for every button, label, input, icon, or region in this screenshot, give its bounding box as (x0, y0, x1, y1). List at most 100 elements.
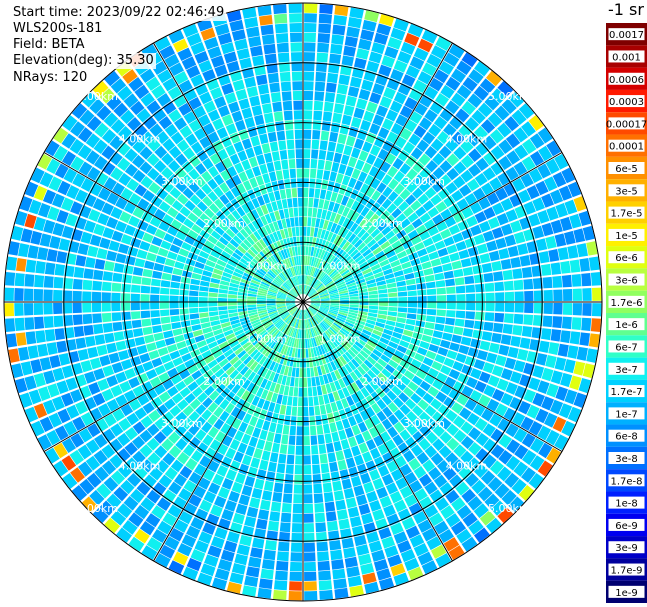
range-gate-cell (323, 101, 334, 112)
range-gate-cell (303, 236, 307, 246)
range-gate-cell (199, 455, 212, 468)
range-gate-cell (393, 572, 409, 586)
range-gate-cell (317, 248, 323, 259)
range-gate-cell (483, 438, 497, 453)
range-gate-cell (313, 100, 324, 111)
range-gate-cell (222, 376, 233, 387)
range-gate-cell (305, 286, 310, 295)
range-gate-cell (320, 303, 330, 307)
range-gate-cell (367, 224, 377, 235)
range-gate-cell (365, 153, 377, 165)
range-gate-cell (509, 193, 523, 208)
range-gate-cell (360, 472, 371, 485)
range-gate-cell (310, 294, 319, 299)
range-gate-cell (369, 123, 381, 135)
range-gate-cell (328, 63, 340, 74)
range-gate-cell (177, 399, 189, 411)
range-gate-cell (303, 435, 310, 446)
range-gate-cell (303, 246, 306, 256)
range-gate-cell (483, 272, 494, 283)
range-gate-cell (513, 279, 524, 291)
range-gate-cell (368, 51, 383, 64)
range-gate-cell (141, 211, 153, 223)
range-gate-cell (226, 60, 240, 73)
range-gate-cell (236, 206, 246, 217)
range-gate-cell (398, 201, 410, 212)
range-gate-cell (145, 513, 161, 528)
range-gate-cell (225, 366, 236, 376)
range-gate-cell (403, 141, 416, 154)
range-gate-cell (155, 339, 167, 349)
range-gate-cell (324, 252, 331, 262)
range-gate-cell (164, 194, 176, 206)
range-gate-cell (174, 71, 189, 85)
range-gate-cell (482, 362, 495, 374)
range-gate-cell (65, 377, 78, 391)
range-gate-cell (354, 138, 365, 150)
range-gate-cell (204, 240, 215, 250)
range-gate-cell (386, 390, 398, 401)
range-gate-cell (320, 296, 330, 300)
range-gate-cell (380, 240, 391, 250)
range-gate-cell (93, 323, 104, 335)
range-gate-cell (461, 385, 474, 398)
range-gate-cell (581, 272, 592, 287)
range-gate-cell (424, 86, 439, 100)
range-gate-cell (290, 377, 295, 387)
range-gate-cell (336, 249, 345, 258)
range-gate-cell (155, 130, 170, 145)
range-gate-cell (154, 417, 167, 430)
range-gate-cell (310, 317, 316, 327)
range-gate-cell (170, 315, 181, 323)
range-gate-cell (70, 389, 83, 403)
range-gate-cell (303, 503, 314, 514)
range-gate-cell (313, 280, 320, 289)
range-gate-cell (276, 240, 283, 251)
range-gate-cell (333, 103, 345, 114)
range-gate-cell (320, 229, 326, 239)
range-gate-cell (142, 189, 155, 202)
range-gate-cell (270, 243, 278, 253)
range-gate-cell (455, 285, 466, 294)
range-gate-cell (569, 331, 581, 345)
range-gate-cell (413, 465, 427, 479)
range-gate-cell (27, 245, 39, 259)
range-gate-cell (285, 376, 291, 386)
range-gate-cell (222, 157, 233, 169)
range-gate-cell (450, 520, 467, 536)
range-gate-cell (37, 343, 49, 357)
range-gate-cell (250, 335, 259, 344)
range-gate-cell (310, 297, 320, 301)
range-gate-cell (184, 358, 196, 369)
range-gate-cell (390, 468, 404, 482)
range-gate-cell (198, 114, 211, 127)
range-gate-cell (66, 404, 80, 419)
range-gate-cell (148, 409, 161, 423)
range-gate-cell (274, 23, 288, 34)
range-gate-cell (466, 215, 478, 228)
colorbar-tick-label: 1e-6 (615, 320, 638, 331)
range-gate-cell (432, 166, 445, 180)
range-gate-cell (333, 15, 348, 26)
range-gate-cell (290, 277, 296, 287)
range-gate-cell (335, 318, 345, 325)
range-gate-cell (352, 327, 362, 335)
range-gate-cell (272, 253, 280, 263)
range-gate-cell (183, 111, 197, 124)
range-gate-cell (168, 445, 182, 459)
range-gate-cell (323, 230, 330, 241)
range-gate-cell (555, 386, 568, 401)
range-gate-cell (212, 140, 224, 152)
range-gate-cell (330, 325, 339, 333)
range-gate-cell (460, 435, 475, 450)
range-gate-cell (173, 117, 187, 131)
range-gate-cell (513, 161, 528, 176)
range-gate-cell (285, 464, 294, 475)
range-gate-cell (308, 288, 315, 297)
range-gate-cell (310, 296, 320, 300)
range-gate-cell (399, 463, 413, 477)
range-gate-cell (286, 303, 296, 307)
range-gate-cell (328, 287, 338, 293)
range-ring-label: 2.00km (203, 217, 245, 230)
range-gate-cell (398, 392, 410, 403)
